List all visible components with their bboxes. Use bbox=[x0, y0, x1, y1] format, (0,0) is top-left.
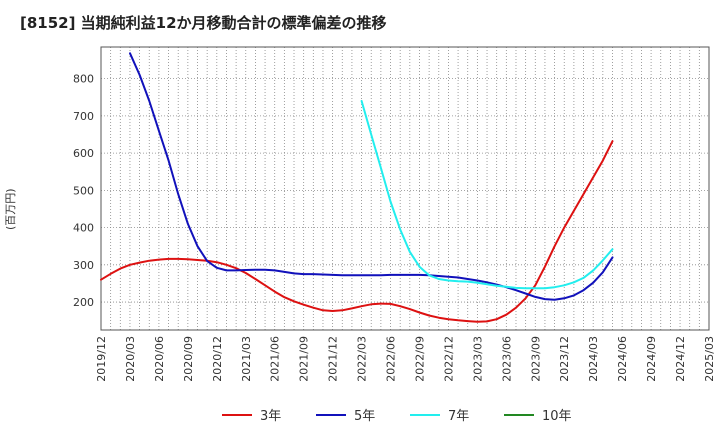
legend-label: 5年 bbox=[354, 409, 375, 424]
series-line-5年 bbox=[129, 52, 614, 301]
x-tick-label: 2020/06 bbox=[153, 336, 166, 382]
y-tick-label: 200 bbox=[73, 296, 94, 309]
x-tick-label: 2019/12 bbox=[95, 336, 108, 382]
x-tick-label: 2021/09 bbox=[298, 336, 311, 382]
x-tick-label: 2020/09 bbox=[182, 336, 195, 382]
y-tick-label: 400 bbox=[73, 222, 94, 235]
grid bbox=[101, 47, 709, 330]
y-tick-label: 300 bbox=[73, 259, 94, 272]
x-tick-label: 2024/12 bbox=[674, 336, 687, 382]
legend: 3年 5年 7年 10年 bbox=[222, 409, 572, 424]
x-tick-label: 2023/12 bbox=[558, 336, 571, 382]
legend-label: 3年 bbox=[260, 409, 281, 424]
x-tick-label: 2020/12 bbox=[211, 336, 224, 382]
x-tick-label: 2024/09 bbox=[645, 336, 658, 382]
series-line-3年 bbox=[100, 140, 614, 323]
x-tick-label: 2021/03 bbox=[240, 336, 253, 382]
x-tick-label: 2021/12 bbox=[327, 336, 340, 382]
y-tick-label: 500 bbox=[73, 184, 94, 197]
y-tick-label: 800 bbox=[73, 73, 94, 86]
x-axis: 2019/12 2020/03 2020/06 2020/09 2020/12 2021/… bbox=[95, 336, 716, 382]
x-tick-label: 2020/03 bbox=[124, 336, 137, 382]
x-tick-label: 2022/03 bbox=[356, 336, 369, 382]
plot-frame bbox=[100, 46, 710, 331]
y-axis: 200 300 400 500 600 700 800 bbox=[73, 73, 94, 309]
x-tick-label: 2023/09 bbox=[529, 336, 542, 382]
x-tick-label: 2022/09 bbox=[413, 336, 426, 382]
chart-title: [8152] 当期純利益12か月移動合計の標準偏差の推移 bbox=[20, 14, 387, 32]
y-tick-label: 700 bbox=[73, 110, 94, 123]
legend-label: 7年 bbox=[448, 409, 469, 424]
x-tick-label: 2023/03 bbox=[471, 336, 484, 382]
x-tick-label: 2022/06 bbox=[385, 336, 398, 382]
x-tick-label: 2021/06 bbox=[269, 336, 282, 382]
legend-label: 10年 bbox=[542, 409, 572, 424]
x-tick-label: 2025/03 bbox=[703, 336, 716, 382]
series-line-7年 bbox=[360, 100, 614, 290]
x-tick-label: 2022/12 bbox=[442, 336, 455, 382]
series-lines bbox=[100, 52, 614, 323]
x-tick-label: 2023/06 bbox=[500, 336, 513, 382]
x-tick-label: 2024/06 bbox=[616, 336, 629, 382]
x-tick-label: 2024/03 bbox=[587, 336, 600, 382]
y-tick-label: 600 bbox=[73, 147, 94, 160]
